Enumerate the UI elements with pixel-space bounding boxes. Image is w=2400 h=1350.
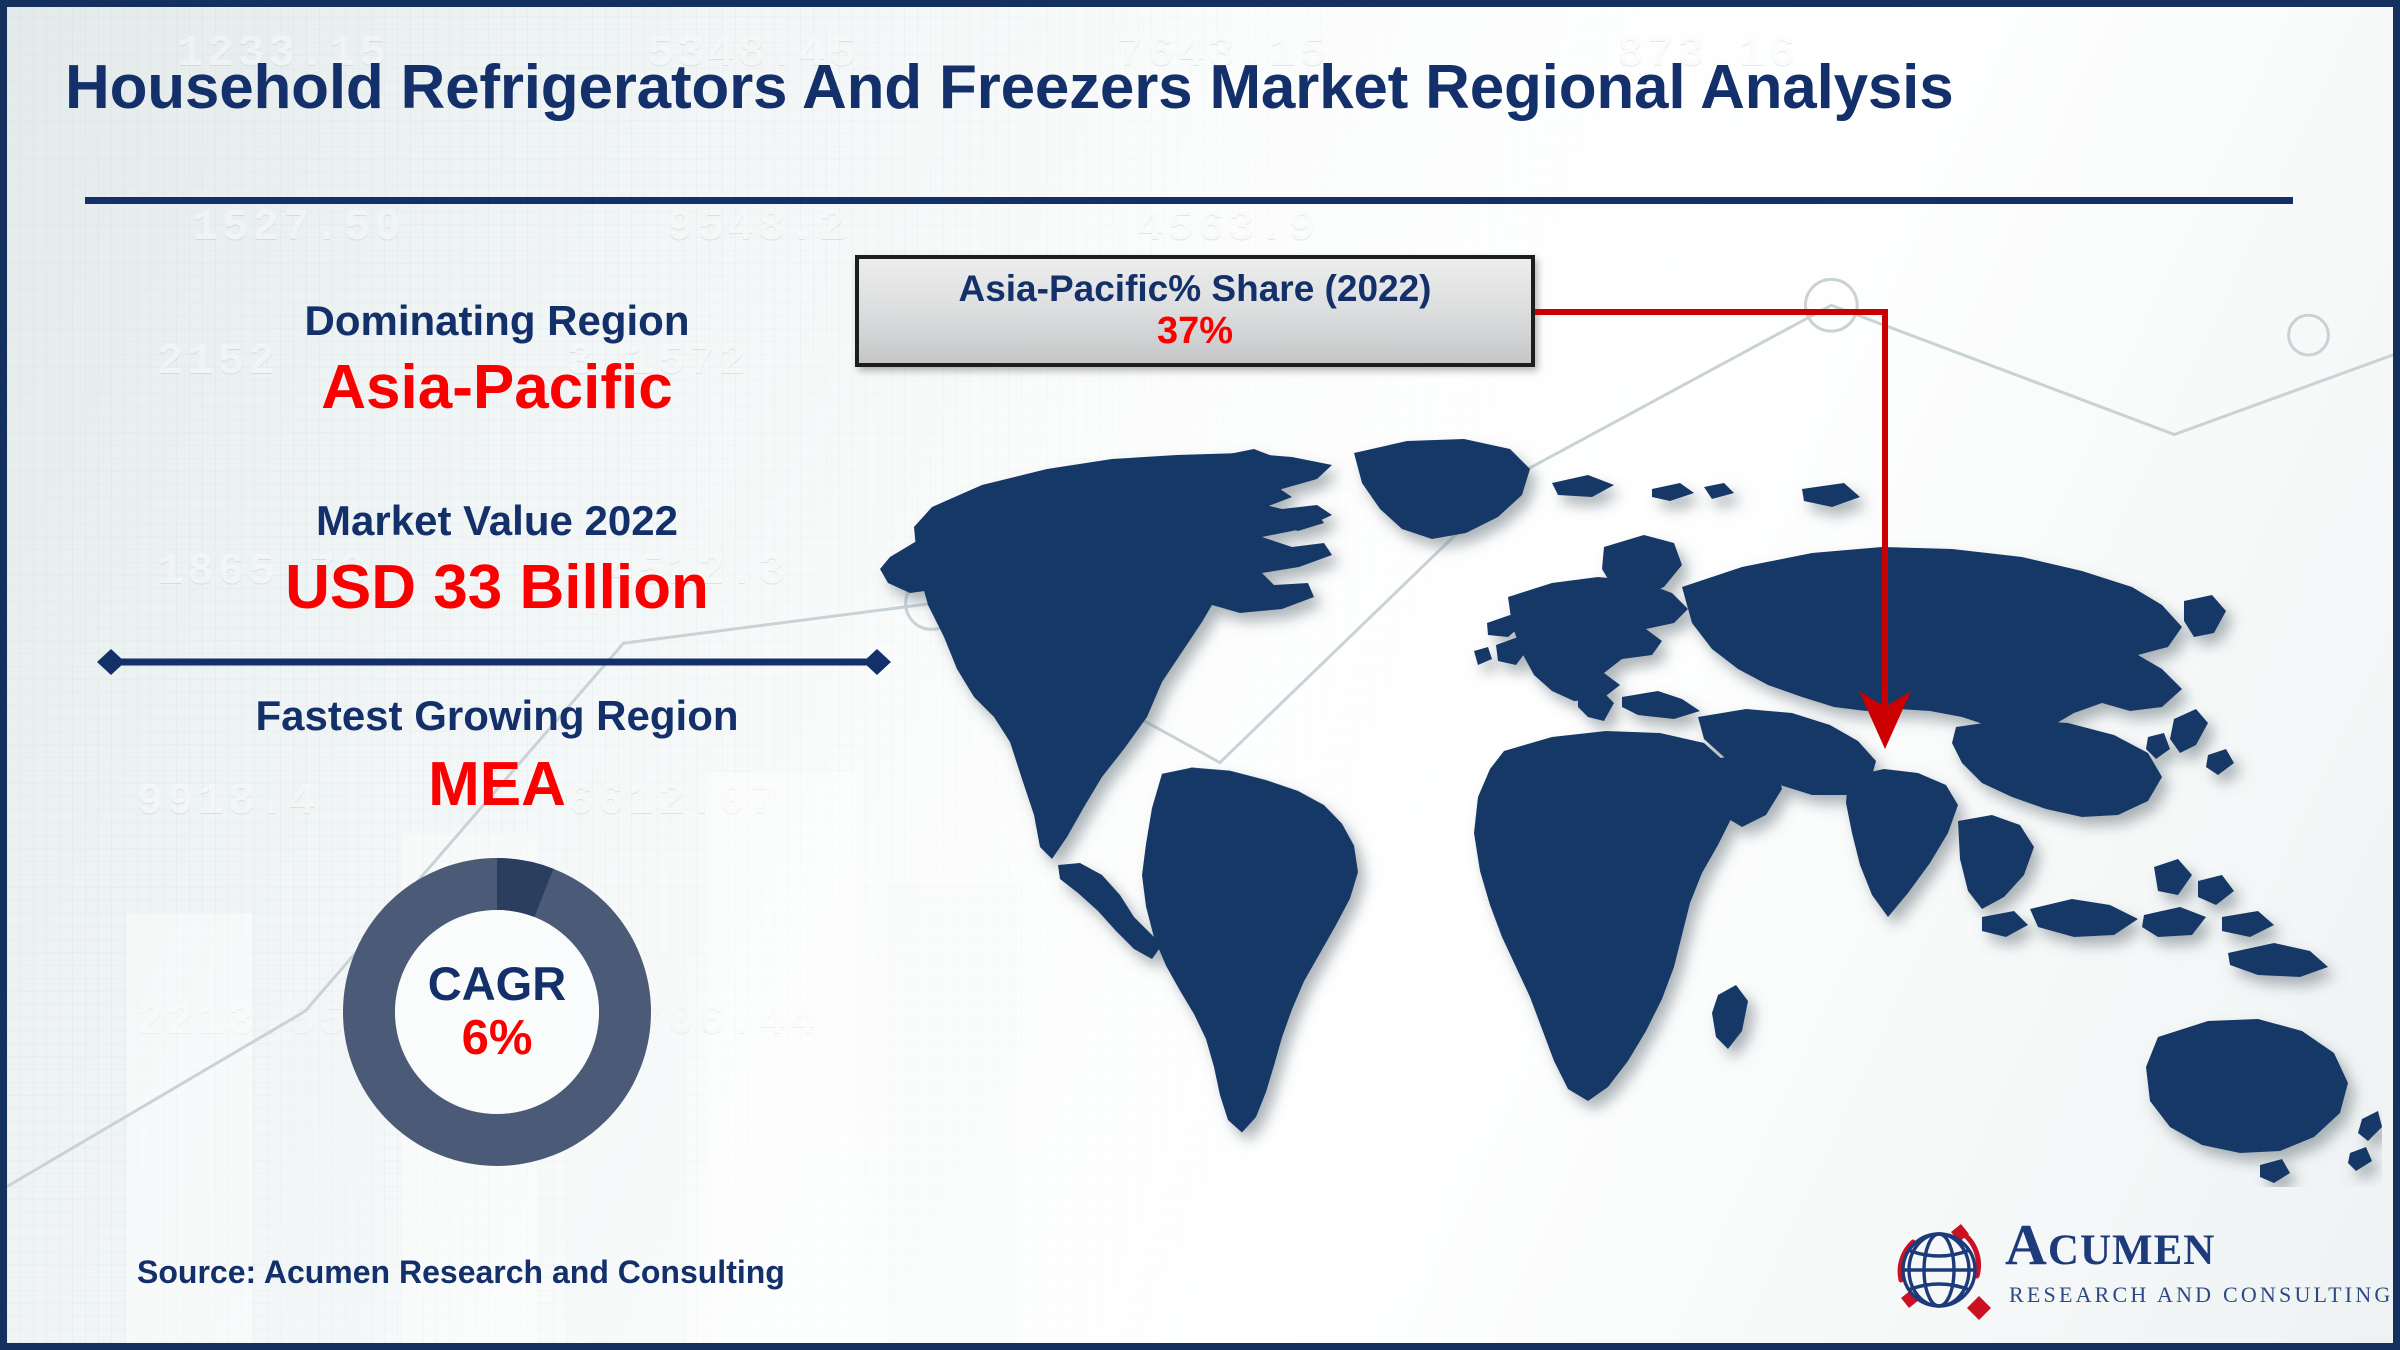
donut-hole (395, 910, 599, 1114)
callout-value: 37% (1156, 310, 1234, 353)
bg-number: 9548.2 (667, 203, 850, 253)
page-title: Household Refrigerators And Freezers Mar… (65, 53, 1954, 122)
asia-pacific-share-callout: Asia-Pacific% Share (2022) 37% (855, 255, 1535, 367)
fastest-growing-region-label: Fastest Growing Region (255, 692, 739, 739)
stats-divider (97, 649, 891, 675)
title-underline (85, 197, 2293, 204)
cagr-donut-svg (343, 858, 651, 1166)
logo-wordmark: ACUMEN (2005, 1216, 2215, 1274)
logo-initial: A (2005, 1212, 2048, 1277)
globe-icon (1897, 1224, 1991, 1320)
acumen-logo: ACUMEN RESEARCH AND CONSULTING (1887, 1212, 2390, 1330)
donut-ring-cagr-segment (343, 858, 651, 1166)
diamond-icon (1967, 1296, 1991, 1320)
map-landmasses (880, 439, 2382, 1183)
dominating-region-label: Dominating Region (304, 297, 690, 344)
callout-title: Asia-Pacific% Share (2022) (958, 267, 1432, 309)
bg-number: 4563.9 (1137, 203, 1320, 253)
logo-tagline: RESEARCH AND CONSULTING (2009, 1282, 2394, 1307)
world-map (880, 439, 2382, 1183)
dominating-region-value: Asia-Pacific (321, 353, 673, 422)
market-value-label: Market Value 2022 (316, 497, 678, 544)
bg-number: 1527.50 (192, 203, 405, 253)
market-value-value: USD 33 Billion (285, 553, 709, 622)
logo-rest: CUMEN (2047, 1227, 2216, 1274)
cagr-donut-chart: CAGR 6% (337, 852, 657, 1172)
bg-number: 2213.55 (137, 997, 350, 1047)
fastest-growing-region-value: MEA (428, 750, 566, 819)
source-credit: Source: Acumen Research and Consulting (137, 1254, 785, 1290)
